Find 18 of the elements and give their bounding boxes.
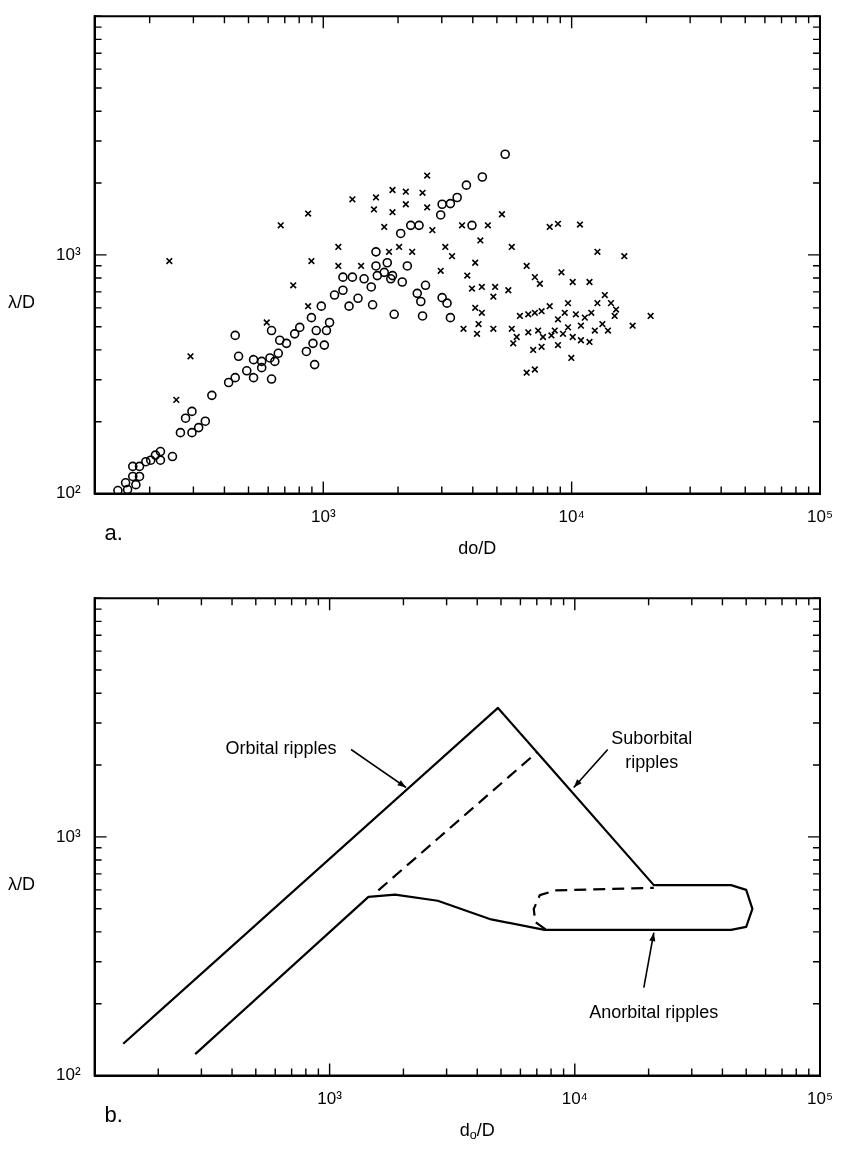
annotation: Suborbital ripples [611, 728, 693, 773]
y-tick-label: 10³ [55, 244, 81, 264]
x-tick-label: 10³ [310, 507, 336, 527]
y-tick-label: 10² [55, 483, 81, 503]
y-tick-label: 10² [55, 1065, 81, 1085]
text: a. [104, 519, 123, 545]
x-tick-label: 10³ [317, 1089, 343, 1109]
x-axis-title: do/D [458, 537, 497, 558]
text: b. [104, 1101, 123, 1127]
annotation: Orbital ripples [225, 738, 337, 759]
annotation: Anorbital ripples [589, 1001, 719, 1022]
x-tick-label: 10⁵ [807, 507, 833, 527]
x-tick-label: 10⁵ [807, 1089, 833, 1109]
y-axis-title: λ/D [8, 873, 35, 894]
x-tick-label: 10⁴ [558, 507, 585, 527]
y-tick-label: 10³ [55, 826, 81, 846]
y-axis-title: λ/D [8, 291, 35, 312]
x-tick-label: 10⁴ [561, 1089, 588, 1109]
